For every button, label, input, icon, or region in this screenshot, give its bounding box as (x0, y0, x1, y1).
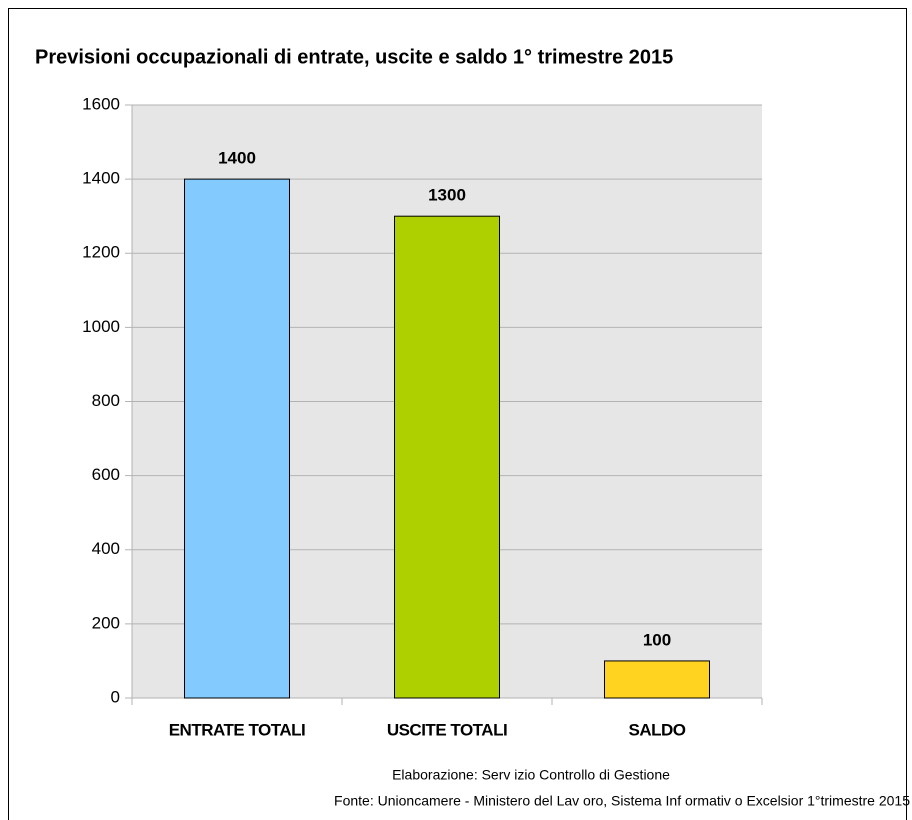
bar (184, 178, 290, 699)
x-tick-label: USCITE TOTALI (387, 720, 507, 739)
y-tick-label: 800 (92, 391, 120, 410)
data-label: 1300 (428, 186, 466, 205)
y-tick-label: 400 (92, 539, 120, 558)
bar (394, 215, 500, 699)
annotation: Elaborazione: Serv izio Controllo di Ges… (392, 767, 670, 783)
y-tick-label: 1200 (82, 243, 120, 262)
x-tick-label: SALDO (629, 720, 686, 739)
y-tick-label: 200 (92, 613, 120, 632)
chart-title: Previsioni occupazionali di entrate, usc… (35, 46, 673, 68)
y-tick-label: 1400 (82, 169, 120, 188)
annotation: Fonte: Unioncamere - Ministero del Lav o… (334, 793, 910, 809)
x-tick-label: ENTRATE TOTALI (169, 720, 306, 739)
y-tick-label: 0 (111, 687, 120, 706)
bar (604, 660, 710, 699)
y-tick-label: 600 (92, 465, 120, 484)
y-tick-label: 1000 (82, 317, 120, 336)
data-label: 100 (643, 630, 671, 649)
y-tick-label: 1600 (82, 94, 120, 113)
data-label: 1400 (218, 149, 256, 168)
